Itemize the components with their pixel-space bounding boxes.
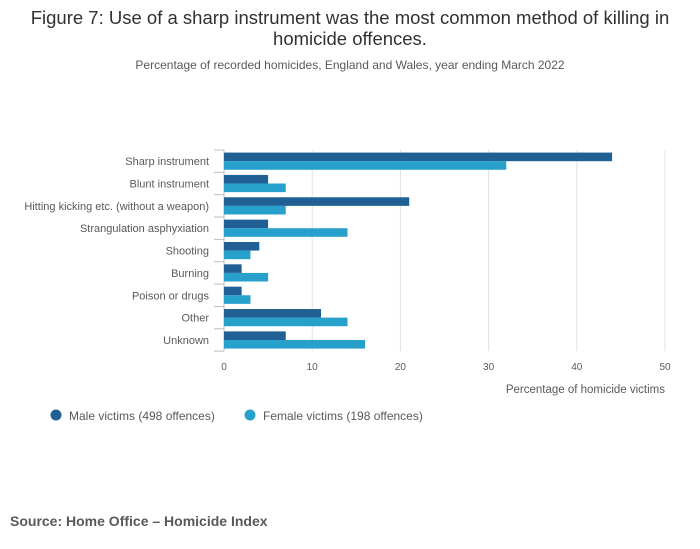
x-tick-label: 50 (659, 362, 671, 373)
legend-marker-male (50, 409, 62, 421)
x-axis-title: Percentage of homicide victims (506, 384, 665, 396)
category-label: Shooting (166, 246, 209, 258)
bar-female (224, 272, 269, 282)
x-tick-label: 0 (221, 362, 227, 373)
bar-male (224, 241, 260, 251)
bar-female (224, 317, 348, 327)
bar-female (224, 295, 251, 304)
chart-subtitle: Percentage of recorded homicides, Englan… (135, 58, 565, 72)
chart-title: Figure 7: Use of a sharp instrument was … (30, 7, 670, 49)
category-label: Unknown (163, 335, 209, 347)
bar-male (224, 286, 242, 296)
x-tick-label: 10 (307, 362, 319, 373)
bar-male (224, 309, 322, 318)
bar-male (224, 219, 269, 229)
category-label: Other (181, 313, 209, 325)
category-label: Strangulation asphyxiation (80, 223, 209, 235)
category-label: Hitting kicking etc. (without a weapon) (24, 201, 209, 213)
category-label: Poison or drugs (132, 290, 210, 302)
x-tick-label: 40 (571, 362, 583, 373)
legend-marker-female (244, 409, 256, 421)
bar-male (224, 152, 613, 162)
bar-male (224, 264, 242, 273)
bar-female (224, 250, 251, 260)
x-tick-label: 20 (395, 362, 407, 373)
x-tick-label: 30 (483, 362, 495, 373)
bar-female (224, 339, 366, 349)
legend-label-female: Female victims (198 offences) (263, 409, 423, 423)
bar-female (224, 183, 286, 193)
bar-female (224, 161, 507, 170)
category-label: Sharp instrument (125, 156, 209, 168)
category-label: Blunt instrument (130, 179, 209, 191)
category-label: Burning (171, 268, 209, 280)
bar-female (224, 205, 286, 215)
legend-label-male: Male victims (498 offences) (69, 409, 215, 423)
bar-male (224, 174, 269, 184)
bar-female (224, 228, 348, 237)
bar-male (224, 331, 286, 340)
bar-male (224, 197, 410, 206)
source-note: Source: Home Office – Homicide Index (10, 513, 268, 529)
